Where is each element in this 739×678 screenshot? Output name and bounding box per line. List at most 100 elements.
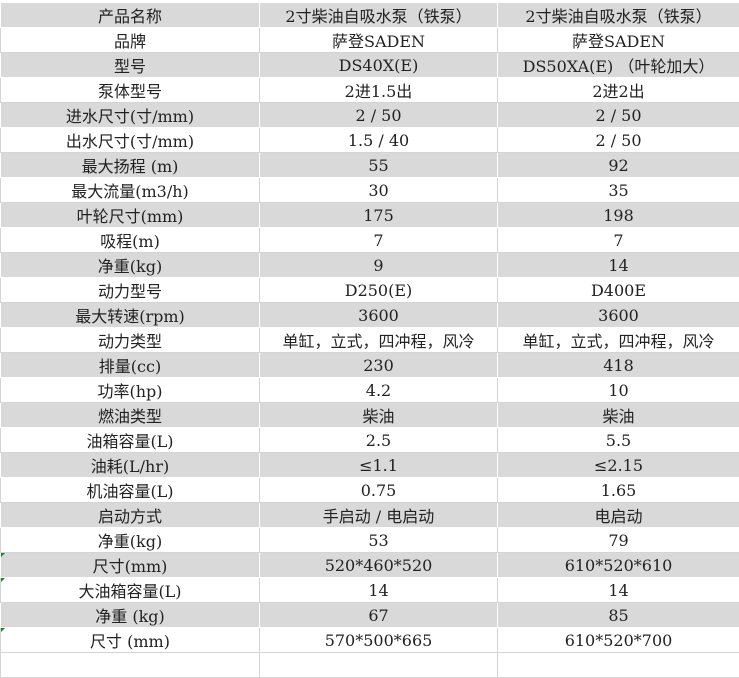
table-row [1, 653, 739, 678]
spec-value-cell[interactable]: 14 [498, 253, 739, 278]
spec-label-cell[interactable]: 最大扬程 (m) [1, 153, 260, 178]
spec-label-cell[interactable]: 净重(kg) [1, 253, 260, 278]
spec-label-cell[interactable]: 尺寸(mm) [1, 553, 260, 578]
spec-label-cell[interactable]: 燃油类型 [1, 403, 260, 428]
spec-value-cell[interactable]: 手启动 / 电启动 [260, 503, 498, 528]
spec-value-cell[interactable]: 柴油 [498, 403, 739, 428]
spec-label-cell[interactable]: 动力类型 [1, 328, 260, 353]
spec-value-cell[interactable]: D400E [498, 278, 739, 303]
spec-value-cell[interactable]: 85 [498, 603, 739, 628]
spec-value-cell[interactable]: 175 [260, 203, 498, 228]
spec-value-cell[interactable]: 柴油 [260, 403, 498, 428]
spec-value-cell[interactable]: 萨登SADEN [498, 28, 739, 53]
spec-value-cell[interactable]: 2寸柴油自吸水泵（铁泵） [498, 3, 739, 28]
spec-value-cell[interactable]: 67 [260, 603, 498, 628]
spec-label-cell[interactable]: 净重 (kg) [1, 603, 260, 628]
spec-value-cell[interactable]: DS40X(E) [260, 53, 498, 78]
spec-value-cell[interactable] [260, 653, 498, 678]
spec-label-cell[interactable]: 出水尺寸(寸/mm) [1, 128, 260, 153]
spec-value-cell[interactable]: 7 [498, 228, 739, 253]
spec-value-cell[interactable]: 电启动 [498, 503, 739, 528]
spec-label-cell[interactable]: 最大流量(m3/h) [1, 178, 260, 203]
spec-value-cell[interactable]: 0.75 [260, 478, 498, 503]
spec-value-cell[interactable]: 萨登SADEN [260, 28, 498, 53]
spec-value-cell[interactable]: 10 [498, 378, 739, 403]
spec-value-cell[interactable]: 520*460*520 [260, 553, 498, 578]
spec-value-cell[interactable]: D250(E) [260, 278, 498, 303]
spec-label-cell[interactable]: 吸程(m) [1, 228, 260, 253]
spec-value-cell[interactable]: 2寸柴油自吸水泵（铁泵） [260, 3, 498, 28]
spec-label-cell[interactable]: 最大转速(rpm) [1, 303, 260, 328]
spec-value-cell[interactable]: DS50XA(E) （叶轮加大） [498, 53, 739, 78]
spec-value-cell[interactable]: 3600 [498, 303, 739, 328]
comment-indicator-icon [1, 628, 5, 632]
spec-label-cell[interactable] [1, 653, 260, 678]
spec-value-cell[interactable]: 5.5 [498, 428, 739, 453]
spec-label-cell[interactable]: 机油容量(L) [1, 478, 260, 503]
spec-label-cell[interactable]: 油耗(L/hr) [1, 453, 260, 478]
comment-indicator-icon [1, 553, 5, 557]
spec-value-cell[interactable]: 570*500*665 [260, 628, 498, 653]
spec-value-cell[interactable]: 55 [260, 153, 498, 178]
spec-value-cell[interactable]: 35 [498, 178, 739, 203]
spec-value-cell[interactable]: 198 [498, 203, 739, 228]
spec-label-cell[interactable]: 品牌 [1, 28, 260, 53]
spec-value-cell[interactable]: 7 [260, 228, 498, 253]
comment-indicator-icon [1, 578, 5, 582]
spec-label-cell[interactable]: 净重(kg) [1, 528, 260, 553]
spec-label-cell[interactable]: 产品名称 [1, 3, 260, 28]
spec-value-cell[interactable]: 92 [498, 153, 739, 178]
spec-value-cell[interactable]: 单缸，立式，四冲程，风冷 [260, 328, 498, 353]
spec-value-cell[interactable] [498, 653, 739, 678]
spec-value-cell[interactable]: 2进1.5出 [260, 78, 498, 103]
spec-value-cell[interactable]: ≤1.1 [260, 453, 498, 478]
spec-value-cell[interactable]: 4.2 [260, 378, 498, 403]
spec-value-cell[interactable]: 79 [498, 528, 739, 553]
spec-label-cell[interactable]: 型号 [1, 53, 260, 78]
spec-label-cell[interactable]: 进水尺寸(寸/mm) [1, 103, 260, 128]
spec-value-cell[interactable]: 230 [260, 353, 498, 378]
spec-label-cell[interactable]: 排量(cc) [1, 353, 260, 378]
spec-value-cell[interactable]: 418 [498, 353, 739, 378]
spec-value-cell[interactable]: 1.65 [498, 478, 739, 503]
spec-label-cell[interactable]: 叶轮尺寸(mm) [1, 203, 260, 228]
spec-value-cell[interactable]: 2.5 [260, 428, 498, 453]
spec-label-cell[interactable]: 功率(hp) [1, 378, 260, 403]
spec-value-cell[interactable]: 53 [260, 528, 498, 553]
table-row: 油耗(L/hr)≤1.1≤2.15 [1, 453, 739, 478]
spec-value-cell[interactable]: 9 [260, 253, 498, 278]
spec-value-cell[interactable]: 2 / 50 [498, 128, 739, 153]
spec-value-cell[interactable]: 2 / 50 [498, 103, 739, 128]
table-row: 动力类型单缸，立式，四冲程，风冷单缸，立式，四冲程，风冷 [1, 328, 739, 353]
spec-label-cell[interactable]: 动力型号 [1, 278, 260, 303]
spec-value-cell[interactable]: 30 [260, 178, 498, 203]
spec-label-cell[interactable]: 泵体型号 [1, 78, 260, 103]
spec-value-cell[interactable]: 610*520*700 [498, 628, 739, 653]
spec-value-cell[interactable]: 3600 [260, 303, 498, 328]
spec-value-cell[interactable]: ≤2.15 [498, 453, 739, 478]
spec-value-cell[interactable]: 1.5 / 40 [260, 128, 498, 153]
spec-value-cell[interactable]: 14 [498, 578, 739, 603]
spec-value-cell[interactable]: 610*520*610 [498, 553, 739, 578]
spec-value-cell[interactable]: 14 [260, 578, 498, 603]
spec-label-cell[interactable]: 启动方式 [1, 503, 260, 528]
table-row: 启动方式手启动 / 电启动电启动 [1, 503, 739, 528]
spec-label-cell[interactable]: 油箱容量(L) [1, 428, 260, 453]
spec-value-cell[interactable]: 单缸，立式，四冲程，风冷 [498, 328, 739, 353]
spec-label-cell[interactable]: 大油箱容量(L) [1, 578, 260, 603]
spec-value-cell[interactable]: 2 / 50 [260, 103, 498, 128]
spec-label-cell[interactable]: 尺寸 (mm) [1, 628, 260, 653]
spec-value-cell[interactable]: 2进2出 [498, 78, 739, 103]
